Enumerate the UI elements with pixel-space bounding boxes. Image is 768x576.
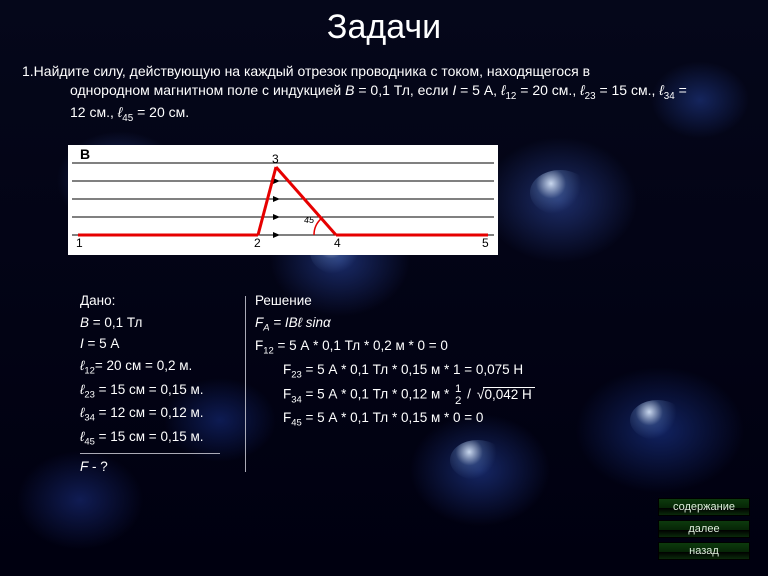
s: 34 <box>84 413 95 424</box>
s: = 5 А * 0,1 Тл * 0,15 м * 1 = 0,075 Н <box>302 362 523 377</box>
t: = 0,1 Тл, если <box>358 82 452 98</box>
s: = 5 А <box>84 336 120 351</box>
svg-text:B: B <box>80 146 90 162</box>
s: = 15 см = 0,15 м. <box>95 382 204 397</box>
solution-header: Решение <box>255 290 635 312</box>
svg-text:5: 5 <box>482 236 489 250</box>
given-divider <box>80 453 220 454</box>
s: В <box>80 315 89 330</box>
s: F <box>255 315 263 330</box>
s: - ? <box>88 459 108 474</box>
s: 12 <box>263 346 274 357</box>
s: = 12 см = 0,12 м. <box>95 405 204 420</box>
given-header: Дано: <box>80 290 245 312</box>
s: = 15 см = 0,15 м. <box>95 429 204 444</box>
s: F <box>283 362 291 377</box>
den: 2 <box>455 395 461 407</box>
sub: 45 <box>122 113 133 124</box>
t: = 20 см. <box>137 104 189 120</box>
s: = 5 А * 0,1 Тл * 0,12 м * <box>302 387 453 402</box>
t: = 15 см., <box>599 82 659 98</box>
slide-title: Задачи <box>0 8 768 47</box>
s: F <box>255 338 263 353</box>
s: 23 <box>291 370 302 381</box>
svg-text:45: 45 <box>304 215 315 225</box>
s: = 0,1 Тл <box>89 315 142 330</box>
diagram: B4512345 <box>68 145 498 255</box>
given-block: Дано: В = 0,1 Тл I = 5 А ℓ12= 20 см = 0,… <box>80 290 245 478</box>
s: 34 <box>291 394 302 405</box>
s: / <box>467 387 471 402</box>
problem-line1: 1.Найдите силу, действующую на каждый от… <box>22 63 590 79</box>
s: 23 <box>84 389 95 400</box>
t: 12 см., <box>70 104 118 120</box>
t: однородном магнитном поле с индукцией <box>70 82 345 98</box>
sub: 34 <box>664 91 675 102</box>
diagram-svg: B4512345 <box>68 145 498 255</box>
contents-button[interactable]: содержание <box>658 498 750 516</box>
column-divider <box>245 296 246 472</box>
back-button[interactable]: назад <box>658 542 750 560</box>
s: F <box>283 387 291 402</box>
svg-text:2: 2 <box>254 236 261 250</box>
svg-text:1: 1 <box>76 236 83 250</box>
s: F <box>80 459 88 474</box>
t: = 5 А, <box>460 82 501 98</box>
fraction: 12 <box>455 383 461 407</box>
solution-block: Решение FA = IBℓ sinα F12 = 5 А * 0,1 Тл… <box>255 290 635 431</box>
radicand: 0,042 Н <box>483 387 534 402</box>
svg-text:3: 3 <box>272 152 279 166</box>
sub: 12 <box>505 91 516 102</box>
next-button[interactable]: далее <box>658 520 750 538</box>
s: = 5 А * 0,1 Тл * 0,15 м * 0 = 0 <box>302 410 484 425</box>
s: = 20 см = 0,2 м. <box>95 358 192 373</box>
s: 45 <box>291 418 302 429</box>
sqrt: 0,042 Н <box>475 384 535 407</box>
t: = <box>679 82 687 98</box>
sub: 23 <box>585 91 596 102</box>
s: F <box>283 410 291 425</box>
s: 12 <box>84 365 95 376</box>
sym-B: В <box>345 82 354 98</box>
s: = IBℓ sinα <box>270 315 331 330</box>
s: = 5 А * 0,1 Тл * 0,2 м * 0 = 0 <box>274 338 448 353</box>
t: = 20 см., <box>520 82 580 98</box>
sym-I: I <box>452 82 456 98</box>
svg-text:4: 4 <box>334 236 341 250</box>
problem-text: 1.Найдите силу, действующую на каждый от… <box>22 62 738 125</box>
s: 45 <box>84 437 95 448</box>
num: 1 <box>455 383 461 395</box>
